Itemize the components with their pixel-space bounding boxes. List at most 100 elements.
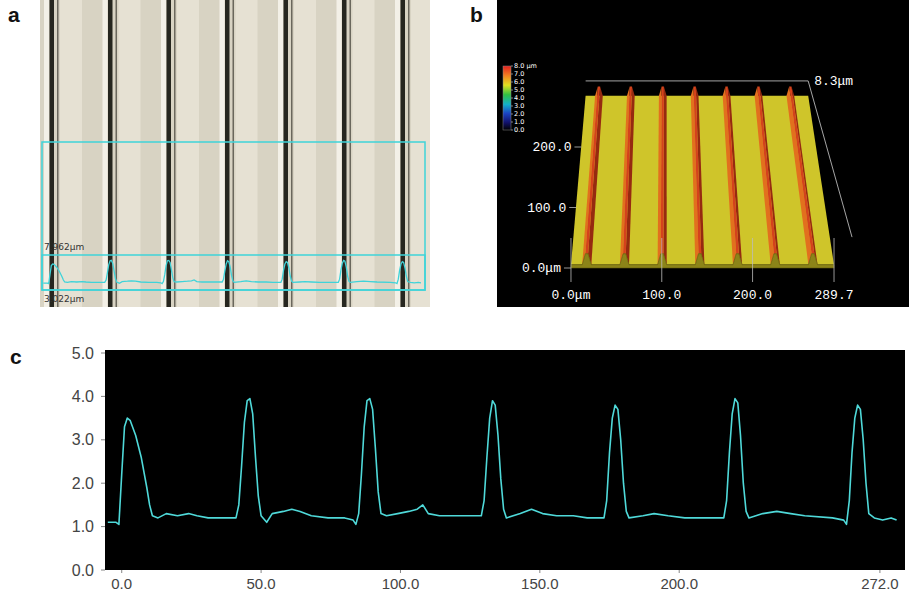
x-tick <box>121 570 122 573</box>
ridge-right-face <box>664 87 667 265</box>
x-tick <box>752 238 753 282</box>
micrograph-highlight <box>278 0 283 307</box>
y-tick-label: 4.0 <box>72 388 94 405</box>
micrograph-band <box>119 0 141 307</box>
y-tick <box>101 396 105 397</box>
micrograph-band <box>60 0 82 307</box>
micrograph-band <box>294 0 316 307</box>
micrograph-background <box>40 0 430 307</box>
ridge-top <box>725 87 739 254</box>
y-tick-label: 3.0 <box>72 431 94 448</box>
y-tick <box>101 483 105 484</box>
x-tick <box>570 238 571 282</box>
micrograph-image <box>40 0 430 307</box>
y-tick <box>101 570 105 571</box>
micrograph-highlight <box>220 0 225 307</box>
plot-marks <box>108 399 897 525</box>
colorbar-tick <box>511 122 513 123</box>
micrograph-band <box>177 0 199 307</box>
panel-letter: c <box>10 345 22 368</box>
colorbar-label: 2.0 <box>514 110 524 118</box>
colorbar-tick <box>511 114 513 115</box>
micrograph-edge <box>350 0 352 307</box>
ridge-right-face <box>760 87 780 265</box>
colorbar-tick <box>511 106 513 107</box>
micrograph-groove <box>50 0 55 307</box>
micrograph-highlight <box>337 0 342 307</box>
profile-box <box>42 255 425 290</box>
micrograph-highlight <box>44 0 49 307</box>
x-tick <box>261 570 262 573</box>
ridge-left-face <box>755 87 774 265</box>
y-tick-label: 0.0 <box>72 562 94 579</box>
panel-letter: a <box>8 3 20 26</box>
micrograph-highlight <box>103 0 108 307</box>
surface-front-face <box>571 254 834 268</box>
profile-chart: 0.0 1.0 2.0 3.0 4.0 5.0 0.0 50.0 100.0 150.0 200.0… <box>72 345 905 593</box>
y-tick <box>564 268 571 269</box>
y-tick-label: 1.0 <box>72 518 94 535</box>
micrograph-groove <box>401 0 406 307</box>
y-tick-label: 100.0 <box>527 201 566 216</box>
x-tick-label: 200.0 <box>660 575 698 592</box>
x-tick-label: 150.0 <box>521 575 559 592</box>
x-tick <box>661 238 662 282</box>
micrograph-edge <box>174 0 176 307</box>
ridge-top <box>585 87 600 254</box>
micrograph-edge <box>408 0 410 307</box>
y-tick-label: 0.0μm <box>522 261 561 276</box>
inset-profile <box>43 260 421 283</box>
x-tick-label: 100.0 <box>642 288 681 303</box>
panel-letter: b <box>470 3 483 26</box>
micrograph-edge <box>291 0 293 307</box>
y-tick-label: 2.0 <box>72 475 94 492</box>
colorbar-label: 6.0 <box>514 78 524 86</box>
ridge-top <box>623 87 632 254</box>
micrograph-edge <box>57 0 59 307</box>
micrograph-highlight <box>161 0 166 307</box>
colorbar-label: 1.0 <box>514 118 524 126</box>
frame-line <box>808 81 852 237</box>
ridge-right-face <box>728 87 742 265</box>
colorbar-label: 4.0 <box>514 94 524 102</box>
x-tick <box>879 570 880 573</box>
y-tick-label: 200.0 <box>532 140 571 155</box>
micrograph-highlight <box>395 0 400 307</box>
colorbar-tick <box>511 90 513 91</box>
micrograph-band <box>236 0 258 307</box>
x-tick <box>834 238 835 282</box>
measure-annotation: 7.962μm <box>44 242 84 252</box>
x-tick-label: 50.0 <box>246 575 275 592</box>
x-tick-label: 0.0μm <box>551 288 590 303</box>
colorbar-label: 3.0 <box>514 102 524 110</box>
x-tick <box>539 570 540 573</box>
x-tick-label: 0.0 <box>111 575 132 592</box>
y-tick-label: 5.0 <box>72 345 94 362</box>
colorbar-tick <box>511 82 513 83</box>
ridge-top <box>789 87 814 254</box>
ridge-right-face <box>588 87 603 265</box>
plot-background <box>105 350 905 570</box>
ridge-top <box>661 87 664 254</box>
y-tick <box>101 526 105 527</box>
x-tick-label: 289.7 <box>815 288 854 303</box>
measure-box <box>42 142 425 290</box>
frame-line <box>586 80 809 81</box>
y-tick <box>574 147 581 148</box>
micrograph-band <box>411 0 430 307</box>
colorbar-label: 7.0 <box>514 70 524 78</box>
micrograph-band <box>353 0 375 307</box>
y-tick <box>101 353 105 354</box>
colorbar-tick <box>511 130 513 131</box>
colorbar <box>503 66 511 130</box>
colorbar-tick <box>511 98 513 99</box>
colorbar-tick <box>511 66 513 67</box>
y-tick <box>101 439 105 440</box>
x-tick-label: 100.0 <box>382 575 420 592</box>
y-tick <box>569 207 576 208</box>
surface-panel: 8.3μm0.0μm100.0200.0289.70.0μm100.0200.0… <box>497 0 909 307</box>
measure-annotation: 3.022μm <box>44 294 84 304</box>
ridge-top <box>757 87 776 254</box>
ridge-right-face <box>792 87 818 265</box>
colorbar-tick <box>511 74 513 75</box>
